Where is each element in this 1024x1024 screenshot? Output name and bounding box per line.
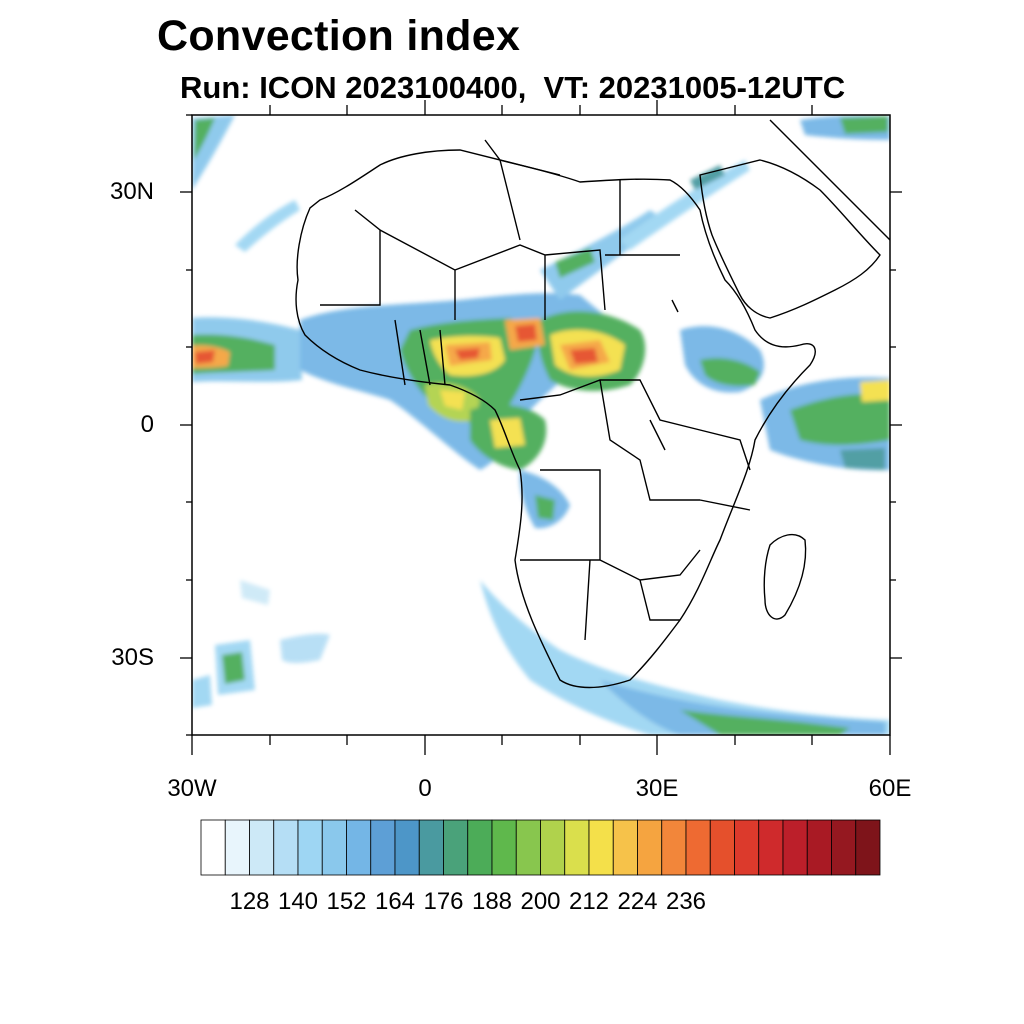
map-title: Convection index bbox=[157, 12, 521, 60]
colorbar-swatch bbox=[806, 819, 832, 876]
colorbar-label: 176 bbox=[423, 888, 464, 915]
axis-ticks bbox=[180, 100, 902, 755]
colorbar-swatch bbox=[637, 819, 663, 876]
colorbar-swatch bbox=[588, 819, 614, 876]
coastlines-borders bbox=[295, 119, 890, 689]
colorbar-swatch bbox=[321, 819, 347, 876]
lat-label-30n: 30N bbox=[109, 178, 154, 205]
colorbar-swatch bbox=[394, 819, 420, 876]
colorbar-label: 236 bbox=[665, 888, 707, 915]
colorbar-swatch bbox=[709, 819, 735, 876]
convection-shading bbox=[192, 115, 890, 735]
colorbar-swatch bbox=[685, 819, 711, 876]
colorbar-swatch bbox=[249, 819, 275, 876]
colorbar bbox=[200, 819, 881, 876]
colorbar-swatch bbox=[540, 819, 566, 876]
colorbar-swatch bbox=[734, 819, 760, 876]
lon-label-30e: 30E bbox=[635, 775, 679, 802]
colorbar-label: 224 bbox=[617, 888, 658, 915]
colorbar-swatch bbox=[200, 819, 226, 876]
colorbar-swatch bbox=[612, 819, 638, 876]
colorbar-swatch bbox=[273, 819, 299, 876]
map-subtitle: Run: ICON 2023100400, VT: 20231005-12UTC bbox=[180, 70, 846, 105]
colorbar-swatch bbox=[467, 819, 493, 876]
colorbar-swatch bbox=[370, 819, 396, 876]
colorbar-swatch bbox=[782, 819, 808, 876]
colorbar-swatch bbox=[831, 819, 857, 876]
colorbar-swatch bbox=[661, 819, 687, 876]
lat-label-0: 0 bbox=[140, 411, 154, 438]
colorbar-label: 164 bbox=[374, 888, 416, 915]
lon-label-60e: 60E bbox=[868, 775, 912, 802]
colorbar-swatch bbox=[224, 819, 250, 876]
colorbar-label: 128 bbox=[229, 888, 270, 915]
colorbar-label: 200 bbox=[520, 888, 561, 915]
colorbar-label: 188 bbox=[471, 888, 513, 915]
colorbar-swatch bbox=[443, 819, 469, 876]
colorbar-label: 152 bbox=[326, 888, 367, 915]
colorbar-swatch bbox=[418, 819, 444, 876]
colorbar-swatch bbox=[297, 819, 323, 876]
colorbar-swatch bbox=[855, 819, 881, 876]
colorbar-swatch bbox=[491, 819, 517, 876]
lon-label-0: 0 bbox=[418, 775, 432, 802]
colorbar-swatch bbox=[346, 819, 372, 876]
lat-label-30s: 30S bbox=[111, 644, 154, 671]
colorbar-label: 212 bbox=[568, 888, 610, 915]
colorbar-swatch bbox=[515, 819, 541, 876]
colorbar-label: 140 bbox=[277, 888, 319, 915]
colorbar-swatch bbox=[564, 819, 590, 876]
lon-label-30w: 30W bbox=[167, 775, 217, 802]
colorbar-swatch bbox=[758, 819, 784, 876]
